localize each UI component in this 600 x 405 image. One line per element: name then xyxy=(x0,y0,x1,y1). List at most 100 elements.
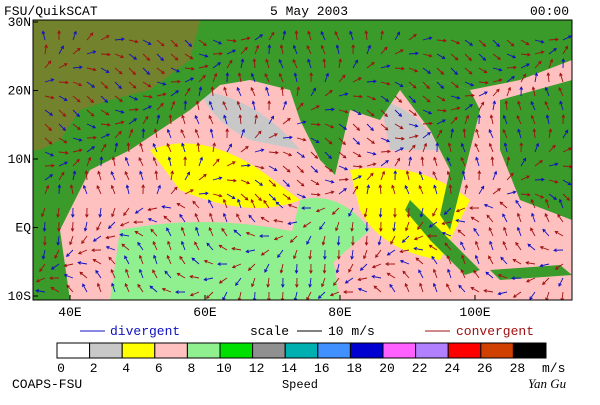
wind-vector xyxy=(492,53,501,60)
wind-vector xyxy=(280,277,285,288)
wind-vector xyxy=(184,87,191,97)
wind-vector xyxy=(49,276,60,280)
wind-vector xyxy=(205,291,214,299)
wind-vector xyxy=(497,274,508,279)
wind-vector xyxy=(114,67,123,75)
wind-vector xyxy=(56,207,60,218)
colorbar-swatch xyxy=(512,342,547,359)
wind-vector xyxy=(344,277,354,284)
wind-vector xyxy=(296,102,304,111)
time: 00:00 xyxy=(530,4,569,19)
wind-vector xyxy=(119,221,130,227)
wind-vector xyxy=(212,72,218,83)
wind-vector xyxy=(212,142,216,153)
wind-vector xyxy=(545,291,550,300)
wind-vector xyxy=(301,206,312,210)
colorbar-tick: 28 xyxy=(510,361,526,376)
wind-vector xyxy=(124,255,130,265)
wind-vector xyxy=(206,242,214,251)
wind-vector xyxy=(306,235,312,245)
land xyxy=(400,80,480,230)
wind-vector xyxy=(432,170,438,181)
wind-vector xyxy=(72,47,81,55)
wind-vector xyxy=(180,240,186,251)
wind-vector xyxy=(461,254,466,265)
wind-vector xyxy=(474,254,480,265)
wind-vector xyxy=(259,234,270,238)
wind-vector xyxy=(351,44,355,55)
wind-vector xyxy=(562,147,572,153)
wind-vector xyxy=(254,179,264,186)
wind-vector xyxy=(139,142,144,153)
wind-vector xyxy=(240,46,248,55)
wind-vector xyxy=(296,137,307,142)
wind-vector xyxy=(324,123,335,129)
wind-vector xyxy=(554,231,564,237)
wind-vector xyxy=(366,151,377,156)
wind-vector xyxy=(208,100,214,111)
wind-vector xyxy=(156,102,164,111)
wind-vector xyxy=(176,202,186,209)
wind-vector xyxy=(517,100,522,111)
wind-vector xyxy=(161,205,172,209)
wind-vector xyxy=(408,144,416,153)
wind-vector xyxy=(378,184,383,195)
wind-vector xyxy=(149,285,158,293)
wind-vector xyxy=(176,272,186,279)
wind-vector xyxy=(363,249,368,260)
wind-vector xyxy=(348,263,354,273)
wind-vector xyxy=(558,86,564,97)
wind-vector xyxy=(266,277,270,288)
wind-vector xyxy=(319,221,326,231)
wind-vector xyxy=(218,244,228,251)
wind-vector xyxy=(516,114,522,125)
wind-vector xyxy=(436,53,446,59)
wind-vector xyxy=(352,59,358,69)
colorbar-tick: 18 xyxy=(347,361,363,376)
wind-vector xyxy=(128,95,139,101)
wind-vector xyxy=(548,193,557,200)
wind-vector xyxy=(293,72,298,83)
wind-vector xyxy=(408,109,417,116)
wind-vector xyxy=(385,262,396,266)
wind-vector xyxy=(194,241,200,251)
wind-vector xyxy=(233,229,242,237)
wind-vector xyxy=(96,184,102,195)
wind-vector xyxy=(250,72,256,83)
wind-vector xyxy=(464,53,472,62)
wind-vector xyxy=(335,263,340,274)
wind-vector xyxy=(164,270,172,279)
wind-vector xyxy=(357,277,368,282)
title: FSU/QuikSCAT xyxy=(4,4,98,19)
wind-vector xyxy=(97,170,102,181)
colorbar-swatch xyxy=(252,342,286,359)
colorbar-tick: 14 xyxy=(281,361,297,376)
wind-vector xyxy=(82,283,88,293)
wind-vector xyxy=(119,233,130,237)
map: 30N 20N 10N EQ 10S 40E 60E 80E 100E xyxy=(8,15,573,320)
wind-vector xyxy=(265,86,270,97)
colorbar-swatch xyxy=(89,342,123,359)
wind-vector xyxy=(534,39,545,44)
wind-vector xyxy=(50,286,60,293)
wind-vector xyxy=(111,156,116,167)
wind-vector xyxy=(516,212,522,223)
wind-vector xyxy=(446,254,452,265)
wind-vector xyxy=(191,257,200,265)
wind-vector xyxy=(506,53,517,59)
colorbar-tick: 0 xyxy=(57,361,65,376)
wind-vector xyxy=(254,193,262,202)
wind-vector xyxy=(96,282,102,293)
wind-vector xyxy=(170,90,180,97)
wind-vector xyxy=(167,156,172,167)
wind-vector xyxy=(408,67,419,73)
wind-vector xyxy=(163,215,172,223)
wind-vector xyxy=(212,176,223,181)
wind-vector xyxy=(506,156,511,167)
wind-vector xyxy=(268,115,274,125)
wind-vector xyxy=(72,30,77,41)
wind-vector xyxy=(153,254,158,265)
wind-vector xyxy=(310,192,321,197)
wind-vector xyxy=(150,228,158,237)
wind-vector xyxy=(492,67,503,72)
